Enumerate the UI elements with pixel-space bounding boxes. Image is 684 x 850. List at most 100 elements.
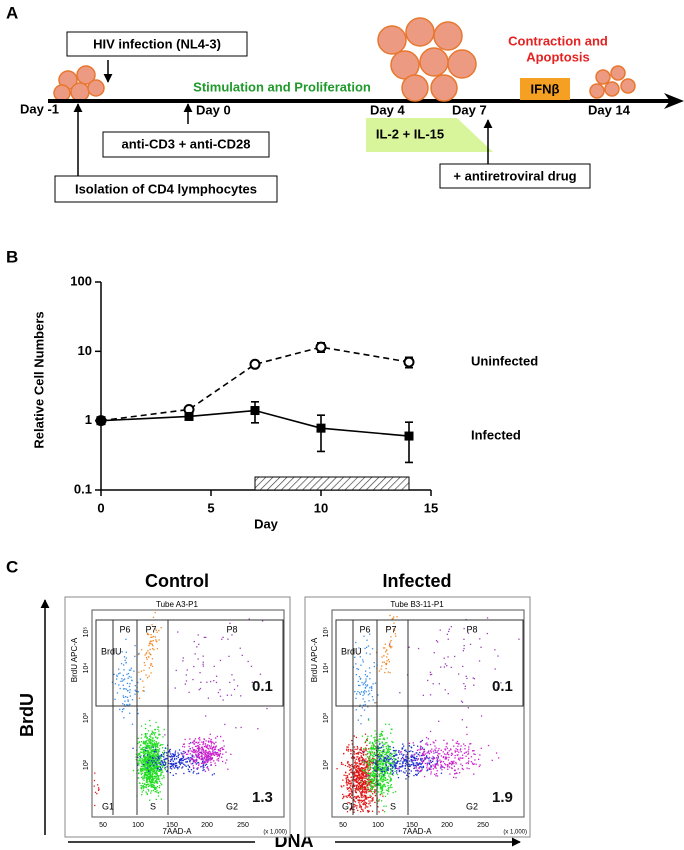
dot xyxy=(155,768,157,770)
dot xyxy=(381,665,383,667)
dot xyxy=(372,770,375,772)
dot xyxy=(374,765,376,767)
dot xyxy=(261,620,264,622)
dot xyxy=(145,781,147,783)
dot xyxy=(150,764,152,766)
dot xyxy=(415,770,417,772)
dot xyxy=(425,757,427,759)
dot xyxy=(369,773,371,775)
dot xyxy=(380,780,382,782)
dot xyxy=(434,749,436,751)
dot xyxy=(150,759,152,761)
dot xyxy=(356,745,358,748)
dot xyxy=(391,786,393,789)
dot xyxy=(160,627,162,629)
dot xyxy=(387,653,389,655)
dot xyxy=(450,666,452,669)
dot xyxy=(142,765,144,767)
dot xyxy=(151,624,153,626)
dot xyxy=(159,770,161,772)
dot xyxy=(384,647,386,649)
dot xyxy=(402,762,404,764)
dot xyxy=(422,766,425,769)
dot xyxy=(382,750,384,752)
dot xyxy=(472,763,474,765)
dot xyxy=(151,776,153,779)
dot xyxy=(161,755,163,757)
dot xyxy=(195,763,197,765)
dot xyxy=(162,771,164,773)
dot xyxy=(362,800,364,802)
dot xyxy=(377,694,379,696)
dot xyxy=(460,763,462,765)
dot xyxy=(199,672,201,674)
dot xyxy=(369,678,371,680)
dot xyxy=(454,754,456,757)
dot xyxy=(151,746,153,748)
dot xyxy=(364,690,366,692)
dot xyxy=(209,753,211,755)
dot xyxy=(336,768,338,770)
dot xyxy=(386,767,388,769)
dot xyxy=(209,733,211,735)
dot xyxy=(153,649,155,651)
dot xyxy=(381,759,383,761)
dot xyxy=(206,766,209,768)
dot xyxy=(129,695,131,697)
dot xyxy=(416,755,418,758)
tick-label: 150 xyxy=(166,822,178,829)
dot xyxy=(129,683,131,685)
dot xyxy=(385,789,387,791)
dot xyxy=(423,754,425,757)
dot xyxy=(429,743,432,746)
dot xyxy=(405,778,407,780)
dot xyxy=(144,777,146,779)
dot xyxy=(366,776,368,778)
dot xyxy=(161,751,164,754)
dot xyxy=(120,663,123,665)
dot xyxy=(387,749,389,751)
dot xyxy=(233,688,236,691)
dot xyxy=(362,770,364,773)
tick-label: 10⁵ xyxy=(323,627,330,638)
dot xyxy=(209,740,211,742)
dot xyxy=(385,758,387,760)
dot xyxy=(380,668,382,670)
dot xyxy=(111,681,114,683)
dot xyxy=(356,693,358,695)
dot xyxy=(362,694,364,696)
dot xyxy=(378,763,380,765)
dot xyxy=(360,748,362,750)
dot xyxy=(386,771,389,774)
dot xyxy=(358,771,360,773)
dot xyxy=(153,777,155,780)
dot xyxy=(362,782,365,784)
dot xyxy=(387,782,390,784)
dot xyxy=(421,762,424,764)
dot xyxy=(357,765,359,767)
dot xyxy=(461,719,463,721)
dot xyxy=(379,779,381,781)
dot xyxy=(375,763,377,765)
dot xyxy=(426,744,428,746)
dot xyxy=(447,693,449,695)
dot xyxy=(205,758,207,761)
dot xyxy=(350,750,352,752)
dot xyxy=(146,751,149,753)
dot xyxy=(179,764,181,766)
dot xyxy=(372,756,374,758)
dot xyxy=(158,770,160,772)
stimulation-label: Stimulation and Proliferation xyxy=(193,79,371,94)
dot xyxy=(364,768,366,770)
dot xyxy=(346,776,348,778)
dot xyxy=(343,795,345,797)
dot xyxy=(144,723,147,725)
dot xyxy=(380,778,382,780)
dot xyxy=(362,780,364,783)
dot xyxy=(144,752,146,754)
dot xyxy=(378,776,381,778)
dot xyxy=(432,757,435,760)
dot xyxy=(364,786,367,788)
dot xyxy=(381,791,383,793)
